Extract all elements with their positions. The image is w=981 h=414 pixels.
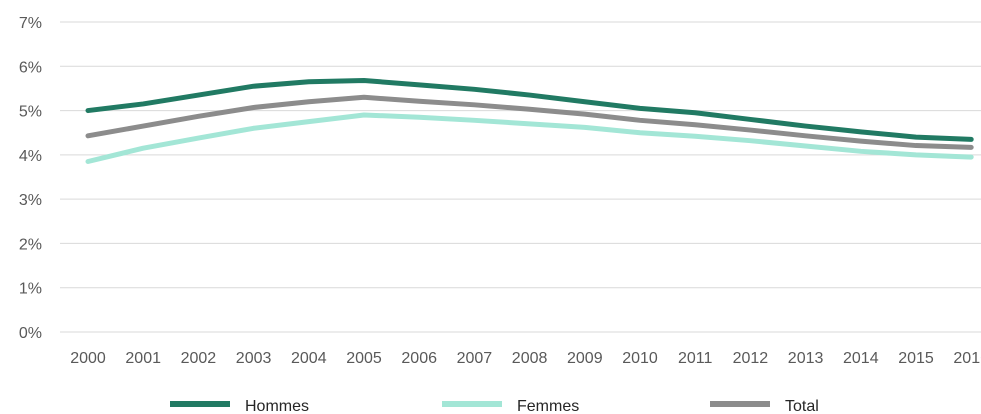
x-axis-ticks: 2000 2001 2002 2003 2004 2005 2006 2007 2008 2009…	[70, 350, 981, 367]
y-tick-label: 3%	[19, 192, 42, 209]
x-tick-label: 2010	[622, 350, 658, 367]
series-line-hommes	[85, 77, 974, 142]
y-tick-label: 2%	[19, 236, 42, 253]
legend-swatch-total	[710, 401, 770, 407]
series-line-femmes	[85, 112, 974, 164]
x-tick-label: 2006	[401, 350, 437, 367]
legend-swatch-hommes	[170, 401, 230, 407]
x-tick-label: 2011	[678, 350, 713, 367]
x-tick-label: 2016	[953, 350, 981, 367]
y-tick-label: 7%	[19, 15, 42, 32]
y-tick-label: 5%	[19, 104, 42, 121]
x-tick-label: 2015	[898, 350, 934, 367]
x-tick-label: 2014	[843, 350, 879, 367]
x-tick-label: 2013	[788, 350, 824, 367]
x-tick-label: 2003	[236, 350, 272, 367]
series-lines	[85, 77, 974, 164]
y-axis-ticks: 0% 1% 2% 3% 4% 5% 6% 7%	[19, 15, 42, 342]
legend-swatch-femmes	[442, 401, 502, 407]
x-tick-label: 2005	[346, 350, 382, 367]
x-tick-label: 2012	[733, 350, 769, 367]
series-line-total	[85, 94, 974, 150]
legend-label-hommes: Hommes	[245, 398, 309, 414]
x-tick-label: 2008	[512, 350, 548, 367]
y-tick-label: 0%	[19, 325, 42, 342]
legend-label-femmes: Femmes	[517, 398, 579, 414]
x-tick-label: 2001	[125, 350, 161, 367]
x-tick-label: 2000	[70, 350, 106, 367]
y-tick-label: 4%	[19, 148, 42, 165]
legend-label-total: Total	[785, 398, 819, 414]
x-tick-label: 2004	[291, 350, 327, 367]
y-tick-label: 1%	[19, 281, 42, 298]
legend: Hommes Femmes Total	[170, 398, 819, 414]
y-tick-label: 6%	[19, 59, 42, 76]
gridlines	[60, 21, 981, 333]
x-tick-label: 2009	[567, 350, 603, 367]
x-tick-label: 2007	[457, 350, 493, 367]
x-tick-label: 2002	[181, 350, 217, 367]
